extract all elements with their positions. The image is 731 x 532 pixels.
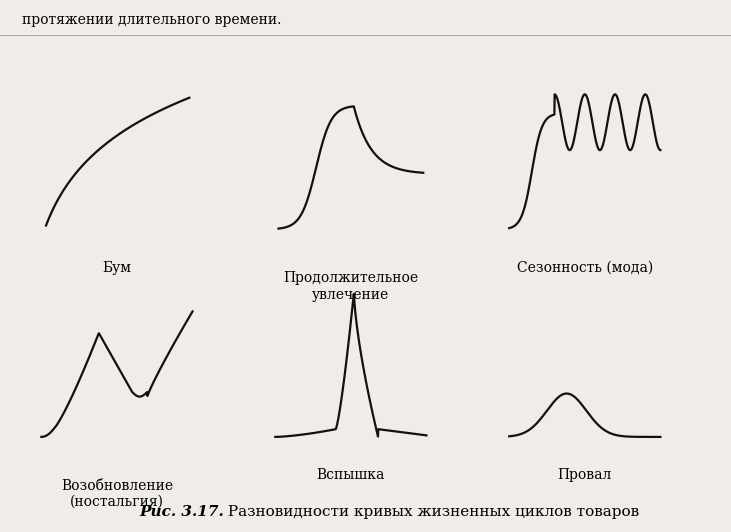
Text: Бум: Бум (102, 261, 132, 275)
Text: Сезонность (мода): Сезонность (мода) (517, 261, 653, 275)
Text: Возобновление
(ностальгия): Возобновление (ностальгия) (61, 479, 173, 509)
Text: Провал: Провал (558, 468, 612, 482)
Text: Продолжительное
увлечение: Продолжительное увлечение (284, 271, 418, 302)
Text: протяжении длительного времени.: протяжении длительного времени. (22, 13, 281, 27)
Text: Разновидности кривых жизненных циклов товаров: Разновидности кривых жизненных циклов то… (223, 505, 639, 519)
Text: Рис. 3.17.: Рис. 3.17. (139, 505, 224, 519)
Text: Вспышка: Вспышка (317, 468, 385, 482)
